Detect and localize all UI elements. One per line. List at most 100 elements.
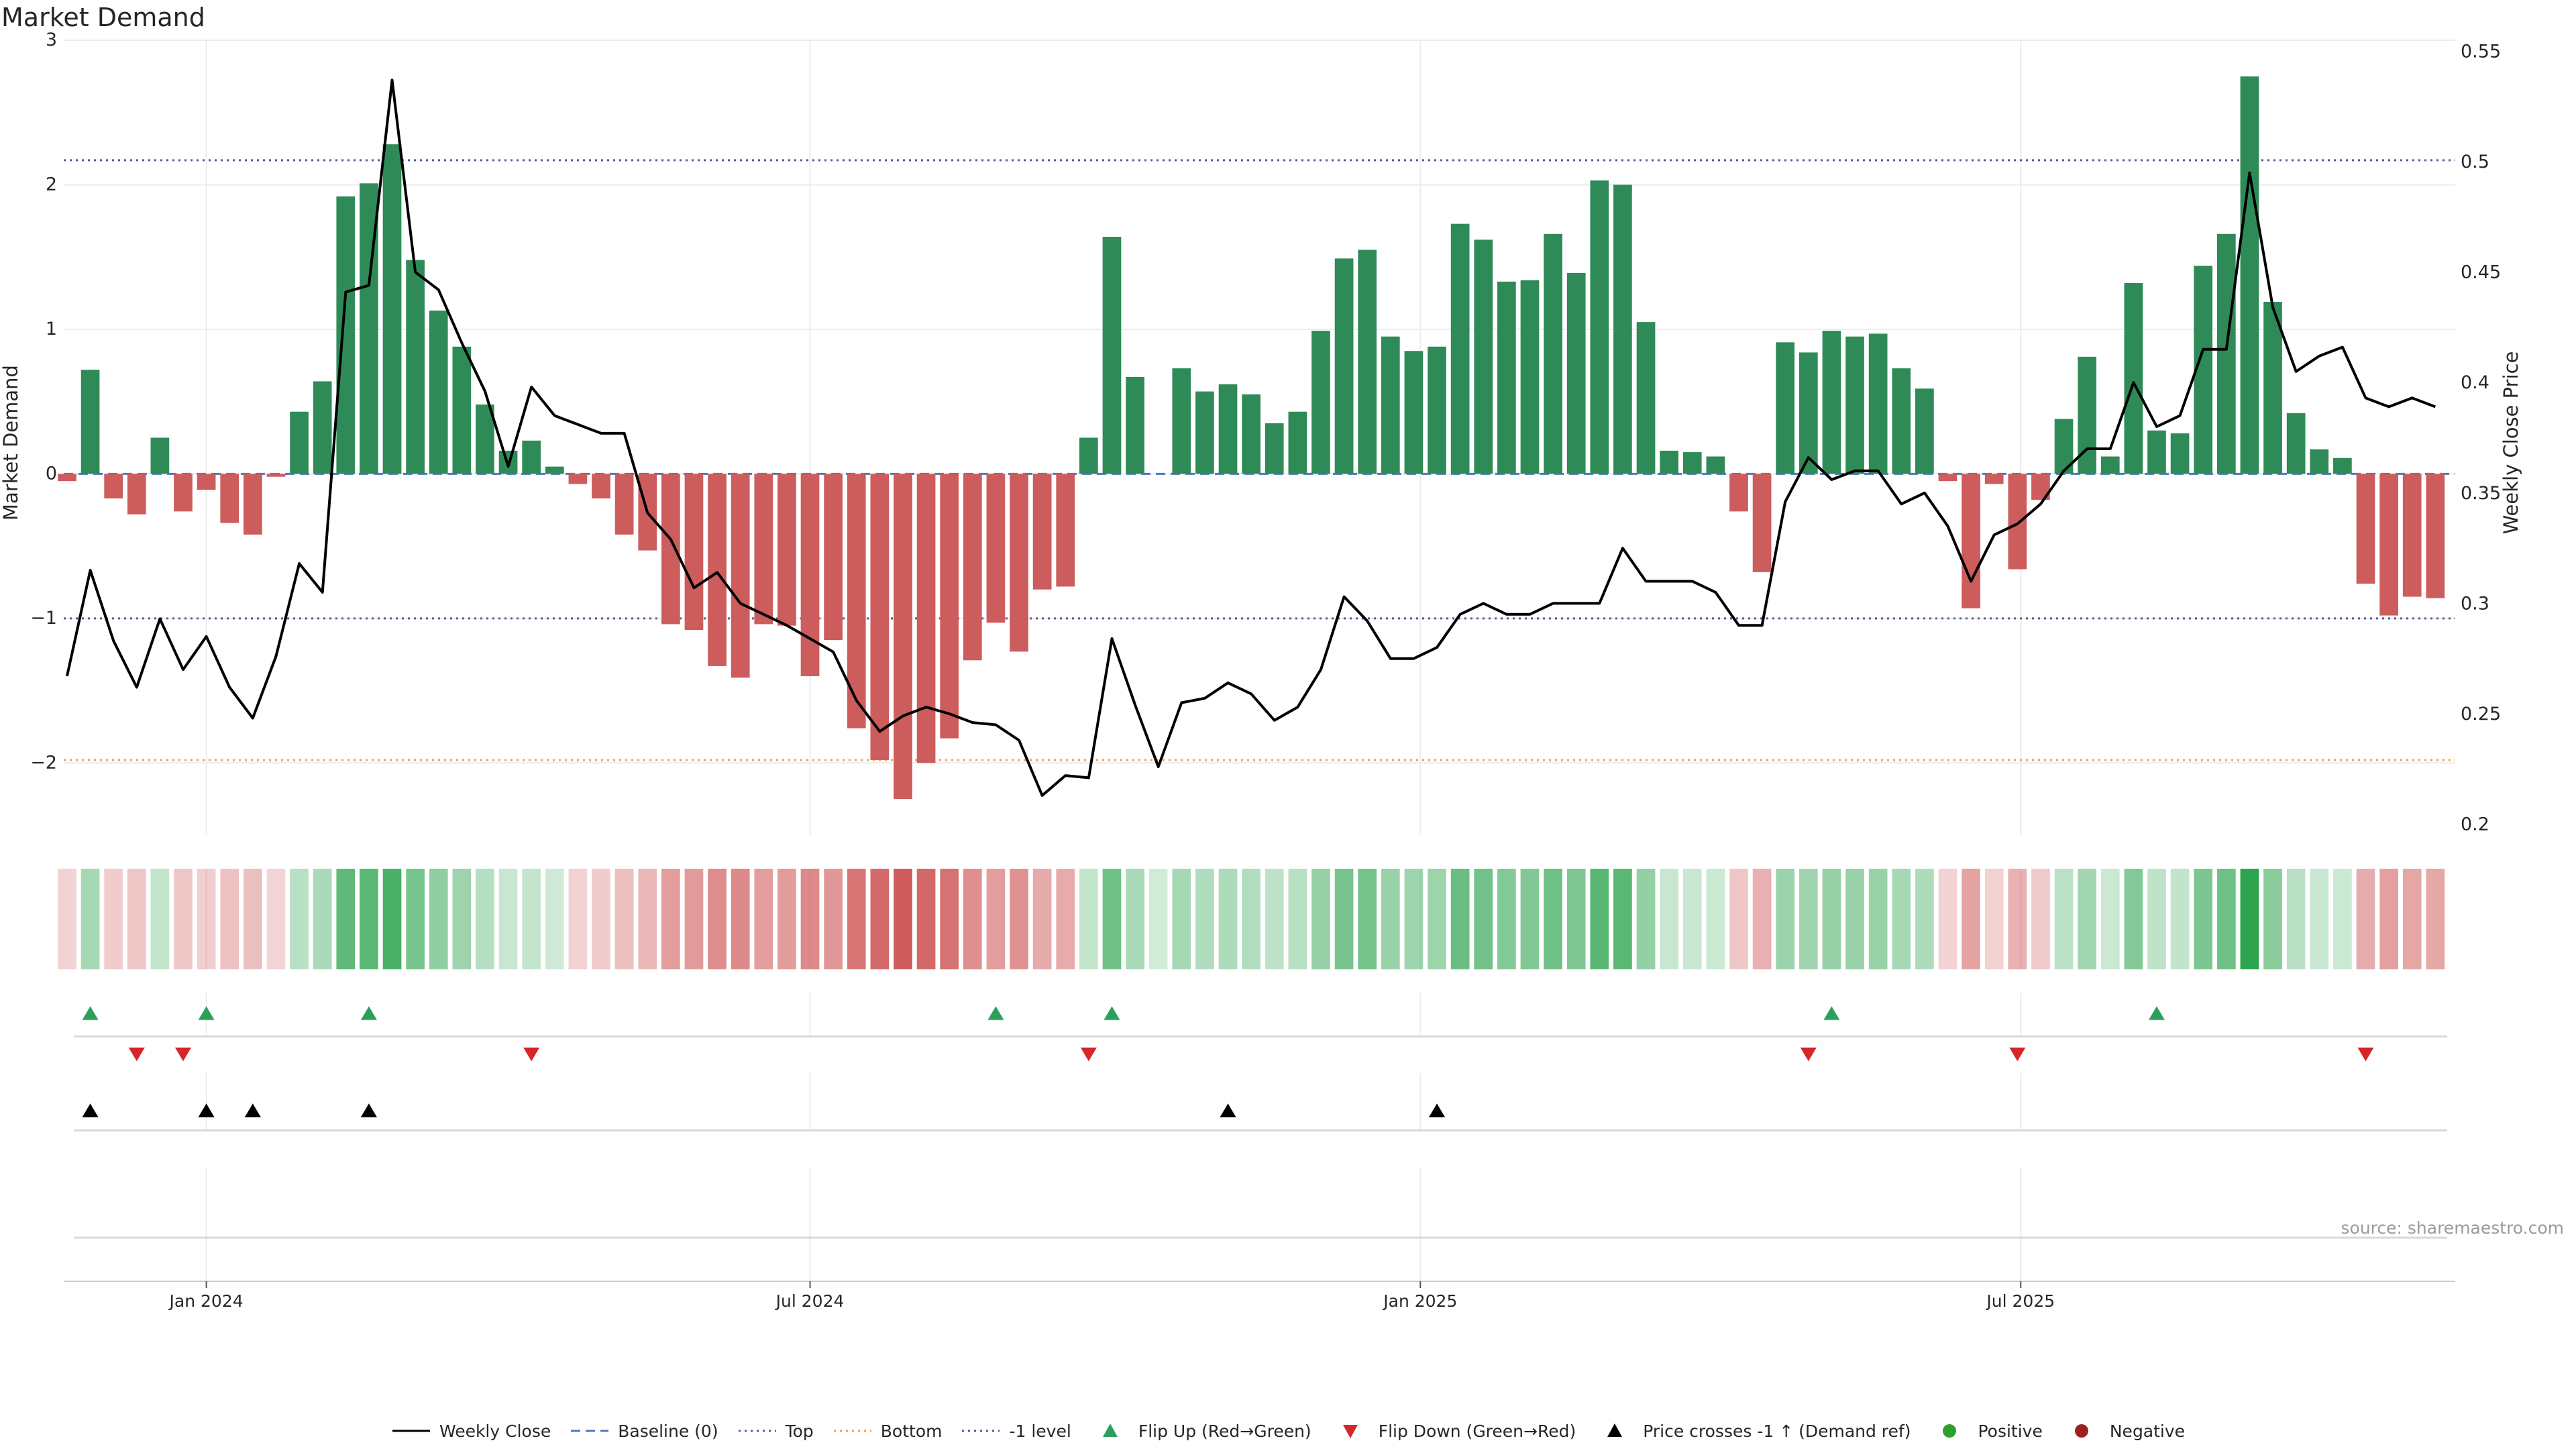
strip-cell xyxy=(1868,869,1888,969)
strip-cell xyxy=(777,869,796,969)
strip-cell xyxy=(1265,869,1284,969)
demand-bar xyxy=(1381,336,1400,474)
legend-item: Positive xyxy=(1929,1421,2043,1441)
legend-label: -1 level xyxy=(1009,1421,1071,1441)
flip-up-marker xyxy=(82,1006,99,1020)
legend-item: Flip Up (Red→Green) xyxy=(1090,1421,1311,1441)
demand-bar xyxy=(824,474,843,641)
strip-cell xyxy=(2310,869,2329,969)
strip-cell xyxy=(2263,869,2282,969)
demand-bar xyxy=(1428,346,1446,474)
demand-bar xyxy=(1010,474,1028,652)
demand-bar xyxy=(1218,384,1238,474)
legend-item: Top xyxy=(737,1421,814,1441)
price-cross-marker xyxy=(1220,1104,1236,1118)
chart-title: Market Demand xyxy=(1,3,205,32)
demand-bar xyxy=(2240,76,2259,474)
strip-cell xyxy=(2031,869,2050,969)
demand-bar xyxy=(58,474,76,482)
legend-label: Top xyxy=(785,1421,814,1441)
demand-bar xyxy=(800,474,820,676)
strip-cell xyxy=(1845,869,1864,969)
demand-bar xyxy=(1520,280,1540,474)
price-cross-marker xyxy=(198,1104,215,1118)
strip-cell xyxy=(1799,869,1818,969)
chart-legend: Weekly Close Baseline (0) Top Bottom -1 leve… xyxy=(0,1421,2576,1441)
strip-cell xyxy=(2124,869,2143,969)
demand-bar xyxy=(104,474,123,498)
strip-cell xyxy=(1682,869,1702,969)
legend-label: Flip Up (Red→Green) xyxy=(1138,1421,1311,1441)
strip-cell xyxy=(313,869,332,969)
y2-tick-label: 0.25 xyxy=(2461,704,2501,724)
demand-bar xyxy=(2286,413,2306,474)
strip-cell xyxy=(638,869,657,969)
legend-swatch xyxy=(571,1430,609,1432)
demand-bar xyxy=(684,474,704,631)
demand-bar xyxy=(2263,301,2282,474)
strip-cell xyxy=(754,869,773,969)
y-tick-label: 1 xyxy=(46,319,57,339)
y-tick-label: 2 xyxy=(46,174,57,195)
demand-bar xyxy=(2379,474,2398,616)
y2-tick-label: 0.55 xyxy=(2461,41,2501,62)
demand-bar xyxy=(870,474,890,760)
strip-cell xyxy=(2078,869,2097,969)
demand-bar xyxy=(2310,449,2329,474)
demand-bar xyxy=(1752,474,1772,572)
y-tick-label: 0 xyxy=(46,463,57,484)
strip-cell xyxy=(498,869,518,969)
strip-cell xyxy=(336,869,356,969)
demand-bar xyxy=(940,474,959,739)
weekly-close-line xyxy=(65,78,2436,797)
legend-swatch xyxy=(1607,1424,1623,1437)
price-cross-marker xyxy=(244,1104,261,1118)
demand-bar xyxy=(1706,456,1725,474)
flip-up-marker xyxy=(360,1006,377,1020)
demand-bar xyxy=(1032,474,1052,590)
x-tick-label: Jul 2024 xyxy=(775,1291,845,1311)
strip-cell xyxy=(1358,869,1377,969)
strip-cell xyxy=(1706,869,1725,969)
demand-bar xyxy=(1682,452,1702,474)
strip-cell xyxy=(1938,869,1957,969)
strip-cell xyxy=(522,869,541,969)
strip-cell xyxy=(2240,869,2259,969)
demand-bar xyxy=(1938,474,1957,482)
demand-bar xyxy=(2170,433,2190,474)
legend-item: Bottom xyxy=(833,1421,943,1441)
strip-cell xyxy=(266,869,286,969)
strip-cell xyxy=(476,869,494,969)
demand-bar xyxy=(847,474,866,729)
demand-bar xyxy=(568,474,588,484)
legend-swatch xyxy=(833,1430,871,1432)
signal-markers xyxy=(82,1006,2374,1118)
strip-cell xyxy=(1032,869,1052,969)
y-tick-label: 3 xyxy=(46,30,57,50)
strip-cell xyxy=(1752,869,1772,969)
demand-bar xyxy=(2333,458,2352,474)
demand-bar xyxy=(1404,351,1424,474)
strip-cell xyxy=(174,869,193,969)
strip-cell xyxy=(2054,869,2074,969)
flip-down-marker xyxy=(1800,1047,1817,1061)
close-line-layer xyxy=(65,78,2436,797)
strip-cell xyxy=(1172,869,1191,969)
y2-tick-label: 0.3 xyxy=(2461,593,2489,614)
demand-bar xyxy=(754,474,773,625)
strip-cell xyxy=(1288,869,1307,969)
legend-label: Bottom xyxy=(880,1421,943,1441)
demand-bar xyxy=(777,474,796,626)
demand-bar xyxy=(1265,423,1284,474)
strip-cell xyxy=(1497,869,1516,969)
strip-cell xyxy=(545,869,564,969)
strip-cell xyxy=(104,869,123,969)
demand-bar xyxy=(476,404,494,474)
demand-bar xyxy=(127,474,146,515)
strip-cell xyxy=(1822,869,1841,969)
legend-label: Weekly Close xyxy=(439,1421,551,1441)
demand-bar xyxy=(1962,474,1980,608)
y2-tick-label: 0.4 xyxy=(2461,372,2489,393)
strip-cell xyxy=(870,869,890,969)
